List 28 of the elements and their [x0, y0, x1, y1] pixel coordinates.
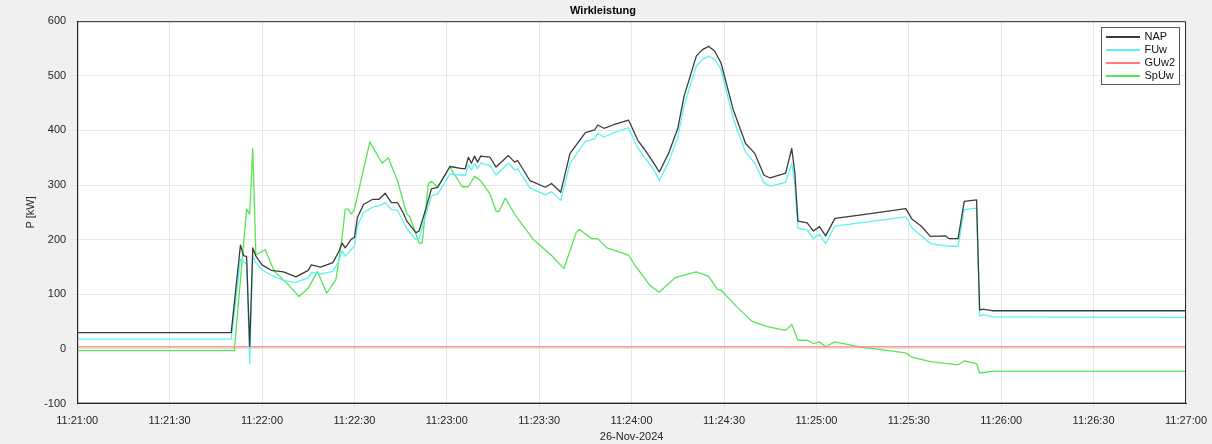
y-tick-label: 300 — [47, 178, 67, 191]
x-tick-label: 11:22:00 — [241, 414, 284, 427]
x-tick-label: 11:21:30 — [148, 414, 191, 427]
y-tick-label: 200 — [47, 232, 67, 245]
x-tick-label: 11:25:00 — [795, 414, 838, 427]
legend-label: SpUw — [1144, 69, 1174, 83]
x-axis-title: 26-Nov-2024 — [599, 430, 664, 443]
legend-label: GUw2 — [1144, 56, 1175, 70]
x-tick-label: 11:21:00 — [56, 414, 99, 427]
y-tick-label: 100 — [47, 287, 67, 300]
legend-label: NAP — [1144, 30, 1168, 44]
legend-label: FUw — [1144, 43, 1168, 57]
x-tick-label: 11:26:00 — [980, 414, 1023, 427]
chart-title: Wirkleistung — [570, 3, 636, 16]
y-axis-title: P [kW] — [23, 196, 36, 229]
x-tick-label: 11:23:00 — [425, 414, 468, 427]
x-tick-label: 11:26:30 — [1072, 414, 1115, 427]
y-tick-label: 600 — [47, 14, 67, 27]
x-tick-label: 11:27:00 — [1164, 414, 1208, 427]
x-tick-label: 11:25:30 — [887, 414, 930, 427]
x-tick-label: 11:24:00 — [610, 414, 653, 427]
x-tick-label: 11:24:30 — [703, 414, 746, 427]
y-tick-label: 0 — [60, 342, 67, 354]
x-tick-label: 11:22:30 — [333, 414, 376, 427]
y-tick-label: 500 — [47, 68, 67, 81]
y-tick-label: -100 — [44, 396, 67, 409]
y-tick-label: 400 — [47, 123, 67, 136]
x-tick-label: 11:23:30 — [518, 414, 561, 427]
